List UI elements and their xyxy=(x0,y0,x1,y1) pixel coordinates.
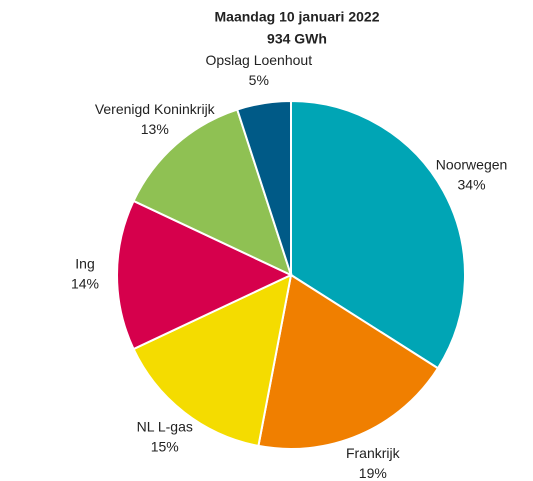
slice-value-label: 34% xyxy=(458,176,486,192)
slice-label: NL L-gas xyxy=(137,418,193,434)
slice-label: Noorwegen xyxy=(436,156,508,172)
slice-label: Frankrijk xyxy=(346,445,401,461)
slice-value-label: 19% xyxy=(359,465,387,481)
pie-slice xyxy=(257,273,440,450)
chart-subtitle: 934 GWh xyxy=(267,31,327,47)
pie-slice xyxy=(132,108,293,277)
pie-slice xyxy=(235,99,292,276)
slice-value-label: 15% xyxy=(151,438,179,454)
pie-slice xyxy=(132,273,293,448)
slice-value-label: 5% xyxy=(249,72,269,88)
chart-title: Maandag 10 januari 2022 xyxy=(215,9,380,25)
slice-label: Opslag Loenhout xyxy=(205,52,312,68)
slice-label: Verenigd Koninkrijk xyxy=(95,101,216,117)
slice-value-label: 14% xyxy=(71,276,99,292)
slice-value-label: 13% xyxy=(141,121,169,137)
pie-slice xyxy=(116,199,294,351)
slice-label: Ing xyxy=(75,256,94,272)
